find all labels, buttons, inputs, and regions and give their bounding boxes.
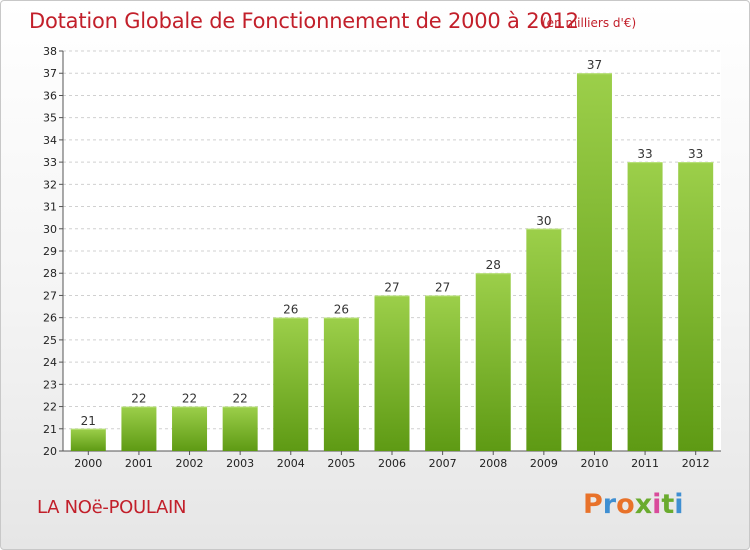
x-tick-label: 2007: [429, 457, 457, 470]
y-tick-label: 23: [43, 378, 57, 391]
x-tick-label: 2004: [277, 457, 305, 470]
data-label: 33: [637, 147, 652, 161]
bar-2003: [222, 406, 258, 451]
bar-2000: [70, 428, 106, 451]
bar-2012: [678, 162, 714, 451]
bar-2011: [627, 162, 663, 451]
y-tick-label: 29: [43, 245, 57, 258]
bar-2005: [323, 317, 359, 451]
bar-2006: [374, 295, 410, 451]
data-label: 28: [486, 258, 501, 272]
y-tick-label: 27: [43, 289, 57, 302]
y-tick-label: 25: [43, 334, 57, 347]
y-tick-label: 31: [43, 201, 57, 214]
x-tick-label: 2000: [74, 457, 102, 470]
y-tick-label: 21: [43, 423, 57, 436]
bar-2004: [273, 317, 309, 451]
data-label: 26: [283, 303, 298, 317]
data-label: 33: [688, 147, 703, 161]
bar-2009: [526, 228, 562, 451]
x-tick-label: 2011: [631, 457, 659, 470]
y-tick-label: 20: [43, 445, 57, 458]
x-tick-label: 2001: [125, 457, 153, 470]
data-label: 22: [233, 392, 248, 406]
y-tick-label: 32: [43, 178, 57, 191]
bar-2007: [425, 295, 461, 451]
bar-2008: [475, 273, 511, 451]
commune-name: LA NOë-POULAIN: [37, 497, 187, 518]
data-label: 26: [334, 303, 349, 317]
data-label: 27: [384, 280, 399, 294]
y-tick-label: 36: [43, 89, 57, 102]
x-tick-label: 2006: [378, 457, 406, 470]
x-tick-label: 2003: [226, 457, 254, 470]
data-label: 21: [81, 414, 96, 428]
x-tick-label: 2008: [479, 457, 507, 470]
x-tick-label: 2009: [530, 457, 558, 470]
y-tick-label: 35: [43, 112, 57, 125]
y-tick-label: 22: [43, 401, 57, 414]
y-tick-label: 30: [43, 223, 57, 236]
data-label: 30: [536, 214, 551, 228]
x-tick-label: 2012: [682, 457, 710, 470]
chart-title: Dotation Globale de Fonctionnement de 20…: [29, 9, 579, 33]
data-label: 37: [587, 58, 602, 72]
bar-2001: [121, 406, 157, 451]
data-label: 27: [435, 280, 450, 294]
bar-2002: [172, 406, 208, 451]
y-tick-label: 37: [43, 67, 57, 80]
x-tick-label: 2005: [327, 457, 355, 470]
bar-2010: [576, 73, 612, 451]
y-tick-label: 26: [43, 312, 57, 325]
data-label: 22: [182, 392, 197, 406]
y-tick-label: 28: [43, 267, 57, 280]
y-tick-label: 38: [43, 45, 57, 58]
proxiti-logo: Proxiti: [583, 489, 684, 520]
y-tick-label: 34: [43, 134, 57, 147]
x-tick-label: 2002: [176, 457, 204, 470]
chart-unit: (en milliers d'€): [542, 16, 637, 30]
y-tick-label: 24: [43, 356, 57, 369]
x-tick-label: 2010: [580, 457, 608, 470]
y-tick-label: 33: [43, 156, 57, 169]
data-label: 22: [131, 392, 146, 406]
